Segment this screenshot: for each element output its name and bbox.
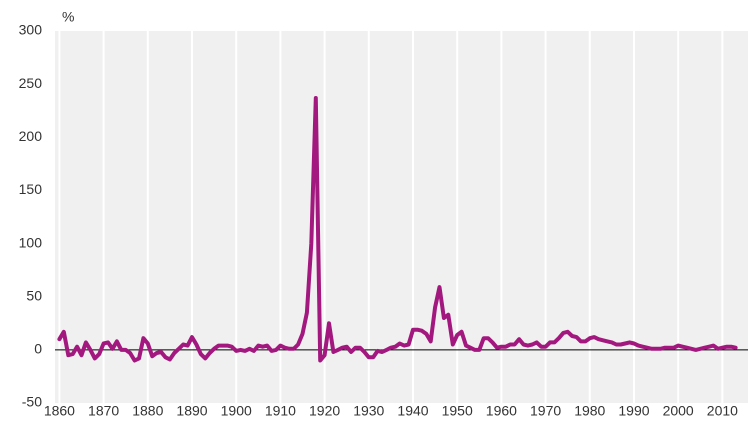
x-tick-label: 1860 [44,403,75,419]
x-tick-label: 1880 [132,403,163,419]
y-tick-label: 0 [34,341,42,357]
y-axis-label: % [62,9,74,25]
x-tick-label: 2010 [707,403,738,419]
data-line [57,96,738,363]
x-tick-label: 1970 [530,403,561,419]
x-tick-label: 1890 [176,403,207,419]
x-tick-label: 1900 [221,403,252,419]
x-tick-label: 1870 [88,403,119,419]
x-tick-label: 1920 [309,403,340,419]
x-tick-label: 2000 [663,403,694,419]
y-tick-label: 100 [19,234,43,250]
y-tick-label: -50 [22,394,42,410]
x-tick-label: 1910 [265,403,296,419]
x-tick-label: 1990 [618,403,649,419]
x-tick-label: 1980 [574,403,605,419]
y-tick-label: 150 [19,181,43,197]
y-tick-label: 200 [19,128,43,144]
plot-background [55,31,748,403]
x-tick-label: 1950 [442,403,473,419]
y-tick-label: 250 [19,75,43,91]
x-tick-label: 1940 [397,403,428,419]
x-tick-label: 1930 [353,403,384,419]
y-tick-label: 50 [26,287,42,303]
y-tick-label: 300 [19,22,43,38]
x-tick-label: 1960 [486,403,517,419]
